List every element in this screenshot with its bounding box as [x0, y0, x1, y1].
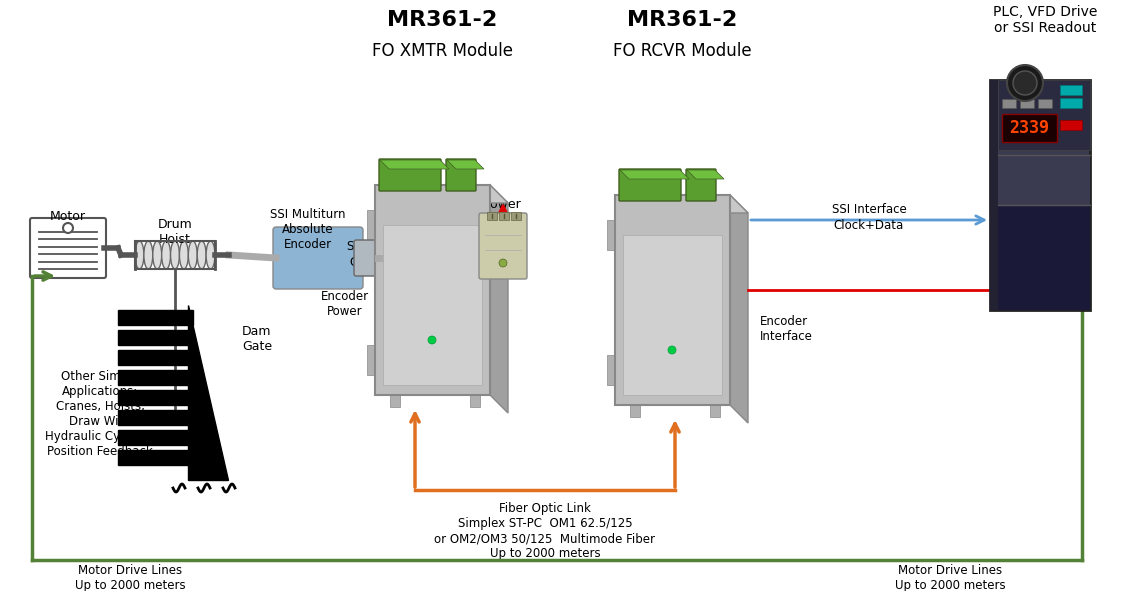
Text: Clock+Data: Clock+Data [349, 256, 419, 269]
Text: Motor Drive Lines
Up to 2000 meters: Motor Drive Lines Up to 2000 meters [895, 564, 1005, 591]
FancyBboxPatch shape [686, 169, 716, 201]
Bar [135, 241, 215, 269]
Circle shape [1013, 71, 1037, 95]
Bar [1038, 99, 1051, 108]
Bar [118, 310, 193, 325]
Bar [118, 330, 193, 345]
Bar [999, 205, 1090, 310]
Bar [999, 80, 1090, 150]
FancyBboxPatch shape [446, 159, 476, 191]
Bar [499, 212, 509, 220]
Ellipse shape [179, 241, 188, 269]
FancyBboxPatch shape [479, 213, 527, 279]
Bar [118, 430, 193, 445]
Ellipse shape [170, 241, 179, 269]
Bar [615, 195, 730, 405]
Text: Encoder
Interface: Encoder Interface [760, 315, 813, 343]
Bar [623, 235, 722, 395]
Bar [1061, 98, 1082, 108]
Bar [470, 395, 480, 407]
Ellipse shape [161, 241, 170, 269]
Circle shape [499, 259, 507, 267]
Circle shape [1008, 65, 1042, 101]
Text: Motor Drive Lines
Up to 2000 meters: Motor Drive Lines Up to 2000 meters [74, 564, 185, 591]
Text: FO RCVR Module: FO RCVR Module [613, 42, 752, 60]
Ellipse shape [135, 241, 144, 269]
Text: SSI Multiturn
Absolute
Encoder: SSI Multiturn Absolute Encoder [270, 208, 346, 251]
Circle shape [63, 223, 73, 233]
Text: Drum
Hoist: Drum Hoist [158, 218, 193, 246]
FancyBboxPatch shape [354, 240, 380, 276]
Text: MR361-2: MR361-2 [627, 10, 737, 30]
Polygon shape [730, 195, 748, 423]
Circle shape [428, 336, 436, 344]
Ellipse shape [153, 241, 161, 269]
Ellipse shape [188, 241, 197, 269]
FancyBboxPatch shape [273, 227, 363, 289]
Text: SSI Interface: SSI Interface [347, 240, 421, 253]
Polygon shape [687, 170, 724, 179]
FancyBboxPatch shape [619, 169, 681, 201]
Text: MR361-2: MR361-2 [387, 10, 497, 30]
Bar [118, 390, 193, 405]
Bar [375, 185, 490, 395]
Bar [990, 80, 1090, 310]
Bar [118, 450, 193, 465]
Bar [390, 395, 400, 407]
Polygon shape [615, 195, 748, 213]
Bar [990, 80, 999, 310]
Text: Dam
Gate: Dam Gate [242, 325, 272, 353]
Bar [511, 212, 521, 220]
Text: Other Similar
Applications:
Cranes, Hoists,
Draw Wire
Hydraulic Cylinder
Positio: Other Similar Applications: Cranes, Hois… [45, 370, 154, 458]
Text: FO XMTR Module: FO XMTR Module [372, 42, 513, 60]
Text: Power
Supply: Power Supply [481, 198, 524, 226]
Bar [367, 345, 375, 375]
Bar [710, 405, 720, 417]
Bar [1061, 85, 1082, 95]
Polygon shape [375, 185, 508, 203]
FancyBboxPatch shape [30, 218, 106, 278]
Text: Module
Power: Module Power [625, 310, 668, 338]
Polygon shape [490, 185, 508, 413]
Text: Encoder
Power: Encoder Power [321, 290, 369, 318]
Polygon shape [380, 160, 449, 169]
Polygon shape [447, 160, 483, 169]
Ellipse shape [206, 241, 215, 269]
Ellipse shape [144, 241, 153, 269]
Bar [118, 410, 193, 425]
Bar [607, 220, 615, 250]
Polygon shape [188, 305, 228, 480]
Ellipse shape [197, 241, 206, 269]
Text: Motor: Motor [50, 210, 86, 223]
Bar [1020, 99, 1033, 108]
Bar [607, 355, 615, 385]
Text: Fiber Optic Link
Simplex ST-PC  OM1 62.5/125
or OM2/OM3 50/125  Multimode Fiber
: Fiber Optic Link Simplex ST-PC OM1 62.5/… [435, 502, 656, 560]
Text: 2339: 2339 [1009, 119, 1049, 137]
Bar [999, 155, 1090, 205]
Bar [118, 370, 193, 385]
Bar [1061, 120, 1082, 130]
Bar [1002, 99, 1017, 108]
Bar [630, 405, 640, 417]
Text: PLC, VFD Drive
or SSI Readout: PLC, VFD Drive or SSI Readout [993, 5, 1098, 35]
FancyBboxPatch shape [379, 159, 441, 191]
Text: SSI Interface: SSI Interface [832, 203, 906, 216]
Bar [487, 212, 497, 220]
Bar [118, 350, 193, 365]
Bar [383, 225, 482, 385]
Circle shape [668, 346, 676, 354]
Bar [367, 210, 375, 240]
Polygon shape [620, 170, 689, 179]
Bar [1002, 114, 1057, 142]
Text: Clock+Data: Clock+Data [834, 219, 904, 232]
